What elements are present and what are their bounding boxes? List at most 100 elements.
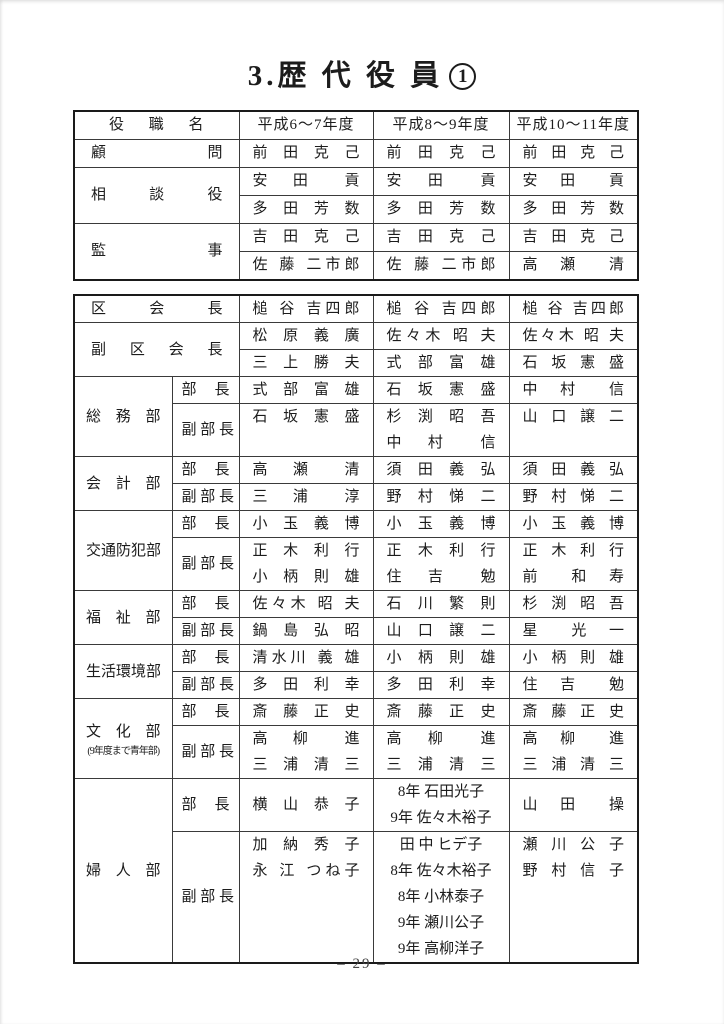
subrole-cell: 副 部 長 xyxy=(171,831,240,964)
name-cell: 高 柳 進三 浦 清 三 xyxy=(508,725,639,779)
table-row: 婦 人 部 部 長 横 山 恭 子 8年 石田光子 9年 佐々木裕子 山 田 操 xyxy=(73,778,639,964)
name-cell: 多 田 芳 数 xyxy=(238,195,374,224)
name-cell: 石 坂 憲 盛 xyxy=(238,403,374,457)
name-cell: 須 田 義 弘 xyxy=(508,456,639,484)
name-cell: 田 中 ヒデ子 8年 佐々木裕子 8年 小林泰子 9年 瀬川公子 9年 高柳洋子 xyxy=(372,831,510,964)
subrole-cell: 副 部 長 xyxy=(171,617,240,645)
table-row: 副 区 会 長 松 原 義 廣 佐々木 昭 夫 佐々木 昭 夫 xyxy=(73,322,639,377)
table-row: 副 部 長 多 田 利 幸 多 田 利 幸 住 吉 勉 xyxy=(74,671,639,699)
role-cell: 相 談 役 xyxy=(73,167,240,224)
table-row: 顧 問 前 田 克 己 前 田 克 己 前 田 克 己 xyxy=(73,139,639,168)
page-number: – 29 – xyxy=(337,956,387,972)
name-cell: 石 坂 憲 盛 xyxy=(372,376,510,404)
name-cell: 横 山 恭 子 xyxy=(238,778,374,832)
table-row: 副 部 長 高 柳 進三 浦 清 三 高 柳 進三 浦 清 三 高 柳 進三 浦… xyxy=(74,725,639,779)
departments-table: 区 会 長 槌 谷 吉四郎 槌 谷 吉四郎 槌 谷 吉四郎 副 区 会 長 松 … xyxy=(73,294,640,964)
dept-cell: 交通防犯部 xyxy=(73,510,173,591)
name-cell: 杉 渕 昭 吾中 村 信 xyxy=(372,403,510,457)
header-row: 役 職 名 平成6〜7年度 平成8〜9年度 平成10〜11年度 xyxy=(73,110,639,140)
name-cell: 佐 藤 二市郎 xyxy=(372,251,510,281)
name-cell: 三 上 勝 夫 xyxy=(238,349,374,377)
name-cell: 鍋 島 弘 昭 xyxy=(238,617,374,645)
subrole-cell: 部 長 xyxy=(171,456,240,484)
name-cell: 松 原 義 廣 xyxy=(238,322,374,350)
table-row: 福 祉 部 部 長 佐々木 昭 夫 石 川 繁 則 杉 渕 昭 吾 xyxy=(73,590,639,645)
subrole-cell: 副 部 長 xyxy=(171,483,240,511)
subrole-cell: 部 長 xyxy=(171,778,240,832)
name-cell: 安 田 貢 xyxy=(372,167,510,196)
name-cell: 山 田 操 xyxy=(508,778,639,832)
name-cell: 吉 田 克 己 xyxy=(372,223,510,252)
name-cell: 野 村 悌 二 xyxy=(508,483,639,511)
name-cell: 多 田 芳 数 xyxy=(508,195,639,224)
role-cell: 顧 問 xyxy=(73,139,240,168)
name-cell: 小 柄 則 雄 xyxy=(508,644,639,672)
name-cell: 佐 藤 二市郎 xyxy=(238,251,374,281)
name-cell: 正 木 利 行小 柄 則 雄 xyxy=(238,537,374,591)
table-row: 生活環境部 部 長 清水川 義 雄 小 柄 則 雄 小 柄 則 雄 xyxy=(73,644,639,699)
table-row: 区 会 長 槌 谷 吉四郎 槌 谷 吉四郎 槌 谷 吉四郎 xyxy=(73,294,639,323)
name-cell: 佐々木 昭 夫 xyxy=(372,322,510,350)
subrole-cell: 部 長 xyxy=(171,376,240,404)
table-row: 交通防犯部 部 長 小 玉 義 博 小 玉 義 博 小 玉 義 博 xyxy=(73,510,639,591)
name-cell: 安 田 貢 xyxy=(238,167,374,196)
name-cell: 正 木 利 行住 吉 勉 xyxy=(372,537,510,591)
name-cell: 小 玉 義 博 xyxy=(238,510,374,538)
table-row: 三 上 勝 夫 式 部 富 雄 石 坂 憲 盛 xyxy=(74,349,639,377)
name-cell: 吉 田 克 己 xyxy=(238,223,374,252)
name-cell: 高 瀬 清 xyxy=(238,456,374,484)
subrole-cell: 部 長 xyxy=(171,698,240,726)
name-cell: 小 柄 則 雄 xyxy=(372,644,510,672)
table-row: 監 事 吉 田 克 己 吉 田 克 己 吉 田 克 己 xyxy=(73,223,639,281)
name-cell: 星 光 一 xyxy=(508,617,639,645)
role-cell: 副 区 会 長 xyxy=(73,322,240,377)
table-row: 総 務 部 部 長 式 部 富 雄 石 坂 憲 盛 中 村 信 xyxy=(73,376,639,457)
dept-cell: 福 祉 部 xyxy=(73,590,173,645)
name-cell: 前 田 克 己 xyxy=(238,139,374,168)
dept-note: (9年度まで青年部) xyxy=(87,746,160,757)
name-cell: 高 瀬 清 xyxy=(508,251,639,281)
name-cell: 斎 藤 正 史 xyxy=(238,698,374,726)
name-cell: 小 玉 義 博 xyxy=(508,510,639,538)
table-row: 相 談 役 安 田 貢 安 田 貢 安 田 貢 xyxy=(73,167,639,224)
dept-cell: 文 化 部 (9年度まで青年部) xyxy=(73,698,173,779)
table-row: 佐 藤 二市郎 佐 藤 二市郎 高 瀬 清 xyxy=(74,251,639,281)
name-cell: 多 田 利 幸 xyxy=(372,671,510,699)
subrole-cell: 部 長 xyxy=(171,644,240,672)
column-header-role: 役 職 名 xyxy=(73,110,240,140)
name-cell: 石 坂 憲 盛 xyxy=(508,349,639,377)
table-row: 会 計 部 部 長 高 瀬 清 須 田 義 弘 須 田 義 弘 xyxy=(73,456,639,511)
dept-cell: 総 務 部 xyxy=(73,376,173,457)
table-row: 副 部 長 正 木 利 行小 柄 則 雄 正 木 利 行住 吉 勉 正 木 利 … xyxy=(74,537,639,591)
name-cell: 槌 谷 吉四郎 xyxy=(238,294,374,323)
name-cell: 吉 田 克 己 xyxy=(508,223,639,252)
table-row: 副 部 長 鍋 島 弘 昭 山 口 譲 二 星 光 一 xyxy=(74,617,639,645)
name-cell: 石 川 繁 則 xyxy=(372,590,510,618)
page-title-text: 3.歴 代 役 員 xyxy=(247,60,444,92)
role-cell: 監 事 xyxy=(73,223,240,281)
dept-name: 文 化 部 xyxy=(86,724,161,740)
name-cell: 佐々木 昭 夫 xyxy=(238,590,374,618)
name-cell: 正 木 利 行前 和 寿 xyxy=(508,537,639,591)
name-cell: 槌 谷 吉四郎 xyxy=(372,294,510,323)
name-cell: 8年 石田光子 9年 佐々木裕子 xyxy=(372,778,510,832)
name-cell: 式 部 富 雄 xyxy=(372,349,510,377)
name-cell: 式 部 富 雄 xyxy=(238,376,374,404)
subrole-cell: 副 部 長 xyxy=(171,671,240,699)
name-cell: 野 村 悌 二 xyxy=(372,483,510,511)
officers-table: 役 職 名 平成6〜7年度 平成8〜9年度 平成10〜11年度 顧 問 前 田 … xyxy=(73,110,639,281)
name-cell: 佐々木 昭 夫 xyxy=(508,322,639,350)
subrole-cell: 部 長 xyxy=(171,510,240,538)
column-header-year3: 平成10〜11年度 xyxy=(508,110,639,140)
name-cell: 山 口 譲 二 xyxy=(508,403,639,457)
dept-cell: 婦 人 部 xyxy=(73,778,173,964)
name-cell: 小 玉 義 博 xyxy=(372,510,510,538)
name-cell: 槌 谷 吉四郎 xyxy=(508,294,639,323)
name-cell: 加 納 秀 子永 江 つね子 xyxy=(238,831,374,964)
name-cell: 前 田 克 己 xyxy=(372,139,510,168)
name-cell: 高 柳 進三 浦 清 三 xyxy=(238,725,374,779)
name-cell: 前 田 克 己 xyxy=(508,139,639,168)
name-cell: 斎 藤 正 史 xyxy=(372,698,510,726)
table-row: 副 部 長 三 浦 淳 野 村 悌 二 野 村 悌 二 xyxy=(74,483,639,511)
